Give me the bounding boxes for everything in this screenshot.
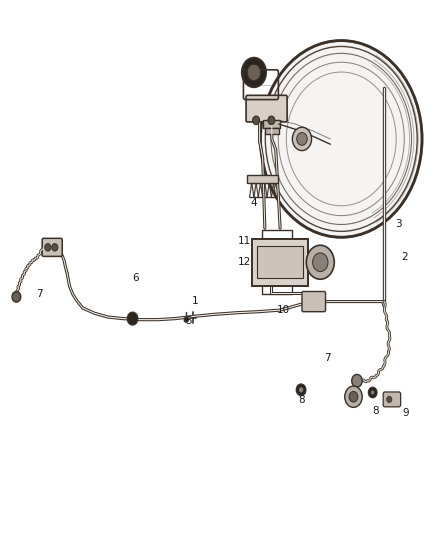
Circle shape [296,384,306,395]
Circle shape [127,312,138,325]
Circle shape [12,292,21,302]
Circle shape [306,245,334,279]
Circle shape [247,64,261,80]
Text: 11: 11 [238,236,251,246]
Polygon shape [263,120,280,128]
Circle shape [299,387,303,392]
FancyBboxPatch shape [42,238,62,256]
Text: 2: 2 [401,252,408,262]
FancyBboxPatch shape [383,392,401,407]
Text: 1: 1 [192,296,198,306]
Circle shape [349,391,358,402]
Circle shape [45,244,51,251]
Circle shape [184,317,188,322]
Text: 12: 12 [238,257,251,267]
Text: 9: 9 [403,408,409,418]
Circle shape [261,41,422,237]
Circle shape [268,116,275,125]
FancyBboxPatch shape [258,246,303,278]
Circle shape [371,390,374,394]
Text: 10: 10 [277,305,290,315]
Text: 4: 4 [251,198,257,208]
Circle shape [345,386,362,407]
FancyBboxPatch shape [302,292,325,312]
Circle shape [387,396,392,402]
Circle shape [52,244,58,251]
Text: 8: 8 [299,395,305,406]
Text: 6: 6 [133,273,139,283]
Text: 3: 3 [395,219,401,229]
FancyBboxPatch shape [252,239,308,286]
Circle shape [352,374,362,387]
FancyBboxPatch shape [246,95,287,122]
Text: 5: 5 [185,316,192,326]
Circle shape [368,387,377,398]
Circle shape [292,127,311,151]
Circle shape [242,58,266,87]
Text: 7: 7 [324,353,331,363]
Circle shape [313,253,328,272]
Circle shape [297,133,307,146]
Bar [247,175,278,182]
Circle shape [253,116,260,125]
Polygon shape [265,128,279,134]
Text: 7: 7 [36,289,42,299]
Text: 8: 8 [372,406,378,416]
